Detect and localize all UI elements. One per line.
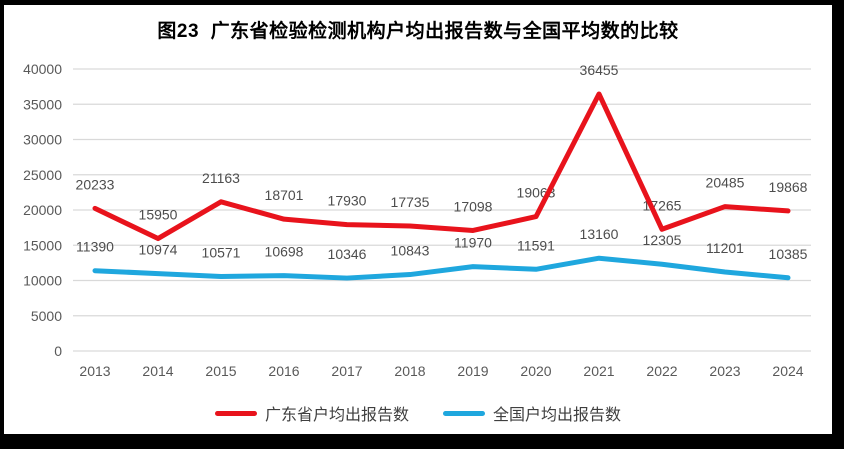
data-label-series-0: 17930 <box>328 193 367 209</box>
x-axis-label: 2024 <box>772 363 803 379</box>
data-label-series-1: 10571 <box>202 244 241 260</box>
data-label-series-1: 11591 <box>517 237 555 253</box>
data-label-series-0: 20485 <box>706 175 745 191</box>
x-axis-label: 2016 <box>268 363 299 379</box>
y-axis-label: 20000 <box>23 202 62 218</box>
data-label-series-0: 21163 <box>202 170 240 186</box>
data-label-series-0: 15950 <box>139 207 178 223</box>
data-label-series-1: 10843 <box>391 243 430 259</box>
x-axis-label: 2015 <box>205 363 236 379</box>
legend-item-guangdong: 广东省户均出报告数 <box>214 401 409 425</box>
y-axis-label: 10000 <box>23 273 62 289</box>
y-axis-label: 40000 <box>23 61 62 77</box>
x-axis-label: 2020 <box>520 363 551 379</box>
data-label-series-1: 11390 <box>76 239 114 255</box>
y-axis-label: 5000 <box>31 308 62 324</box>
data-label-series-0: 36455 <box>580 62 619 78</box>
chart-title: 图23 广东省检验检测机构户均出报告数与全国平均数的比较 <box>157 21 679 42</box>
legend-item-national: 全国户均出报告数 <box>443 401 621 425</box>
data-label-series-0: 18701 <box>265 187 304 203</box>
data-label-series-1: 10974 <box>139 242 178 258</box>
data-label-series-0: 19868 <box>769 179 808 195</box>
legend-line-swatch-guangdong <box>214 410 257 416</box>
data-label-series-1: 12305 <box>643 232 682 248</box>
data-label-series-0: 17098 <box>454 198 493 214</box>
legend-label-national: 全国户均出报告数 <box>493 407 622 424</box>
legend-line-swatch-national <box>443 410 485 416</box>
data-label-series-1: 13160 <box>580 226 619 242</box>
series-line-0 <box>92 91 791 242</box>
series-line-1 <box>92 255 791 281</box>
data-label-series-0: 20233 <box>76 176 115 192</box>
y-axis-label: 0 <box>54 343 62 359</box>
data-label-series-1: 10346 <box>328 246 367 262</box>
data-label-series-1: 10698 <box>265 244 304 260</box>
data-label-series-1: 11201 <box>706 240 744 256</box>
x-axis-label: 2022 <box>646 363 677 379</box>
x-axis-label: 2014 <box>142 363 173 379</box>
x-axis-label: 2019 <box>457 363 488 379</box>
x-axis-label: 2013 <box>79 363 110 379</box>
x-axis-label: 2023 <box>709 363 740 379</box>
y-axis-label: 15000 <box>23 237 62 253</box>
data-label-series-1: 10385 <box>769 246 808 262</box>
chart-figure: 0 5000 10000 15000 20000 25000 30000 35000 40000… <box>4 5 832 434</box>
legend-label-guangdong: 广东省户均出报告数 <box>264 407 409 424</box>
y-axis-label: 30000 <box>23 132 62 148</box>
x-axis-label: 2018 <box>394 363 425 379</box>
legend: 广东省户均出报告数 全国户均出报告数 <box>4 401 832 425</box>
y-axis-label: 35000 <box>23 96 62 112</box>
y-axis-label: 25000 <box>23 167 62 183</box>
chart-svg: 0 5000 10000 15000 20000 25000 30000 35000 40000… <box>23 61 811 379</box>
x-axis-label: 2017 <box>331 363 362 379</box>
data-label-series-0: 17735 <box>391 194 430 210</box>
data-label-series-1: 11970 <box>454 235 492 251</box>
x-axis-label: 2021 <box>583 363 614 379</box>
